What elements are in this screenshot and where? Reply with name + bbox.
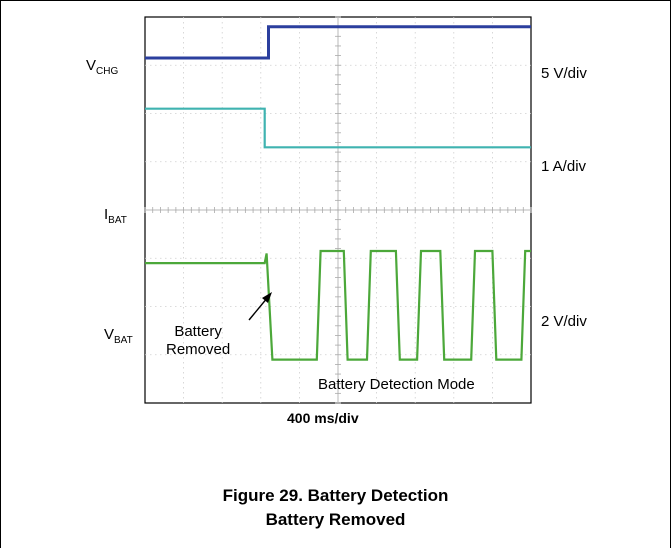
trace-vbat	[145, 249, 531, 361]
trace-ibat	[145, 107, 531, 149]
annotation-battery-removed-line1: Battery	[174, 323, 222, 340]
arrow-head	[262, 292, 272, 303]
annotation-detection-mode: Battery Detection Mode	[318, 376, 475, 393]
channel-label-ibat: IBAT	[104, 206, 127, 226]
scale-label-ibat: 1 A/div	[541, 158, 587, 175]
scale-label-vbat: 2 V/div	[541, 313, 587, 330]
x-axis-label: 400 ms/div	[287, 410, 359, 426]
channel-label-vchg: VCHG	[86, 57, 119, 77]
channel-label-vbat: VBAT	[104, 326, 133, 346]
figure-title: Figure 29. Battery Detection	[222, 486, 449, 505]
trace-vchg	[145, 25, 531, 60]
scale-label-vchg: 5 V/div	[541, 65, 587, 82]
figure-subtitle: Battery Removed	[265, 510, 406, 529]
annotation-battery-removed: Battery Removed	[166, 323, 230, 359]
waveform-traces	[145, 25, 531, 361]
plot-grid	[144, 16, 532, 404]
figure-caption: Figure 29. Battery Detection Battery Rem…	[0, 484, 671, 532]
oscilloscope-plot	[144, 16, 532, 404]
annotation-battery-removed-line2: Removed	[166, 341, 231, 358]
arrow-line	[248, 296, 269, 321]
